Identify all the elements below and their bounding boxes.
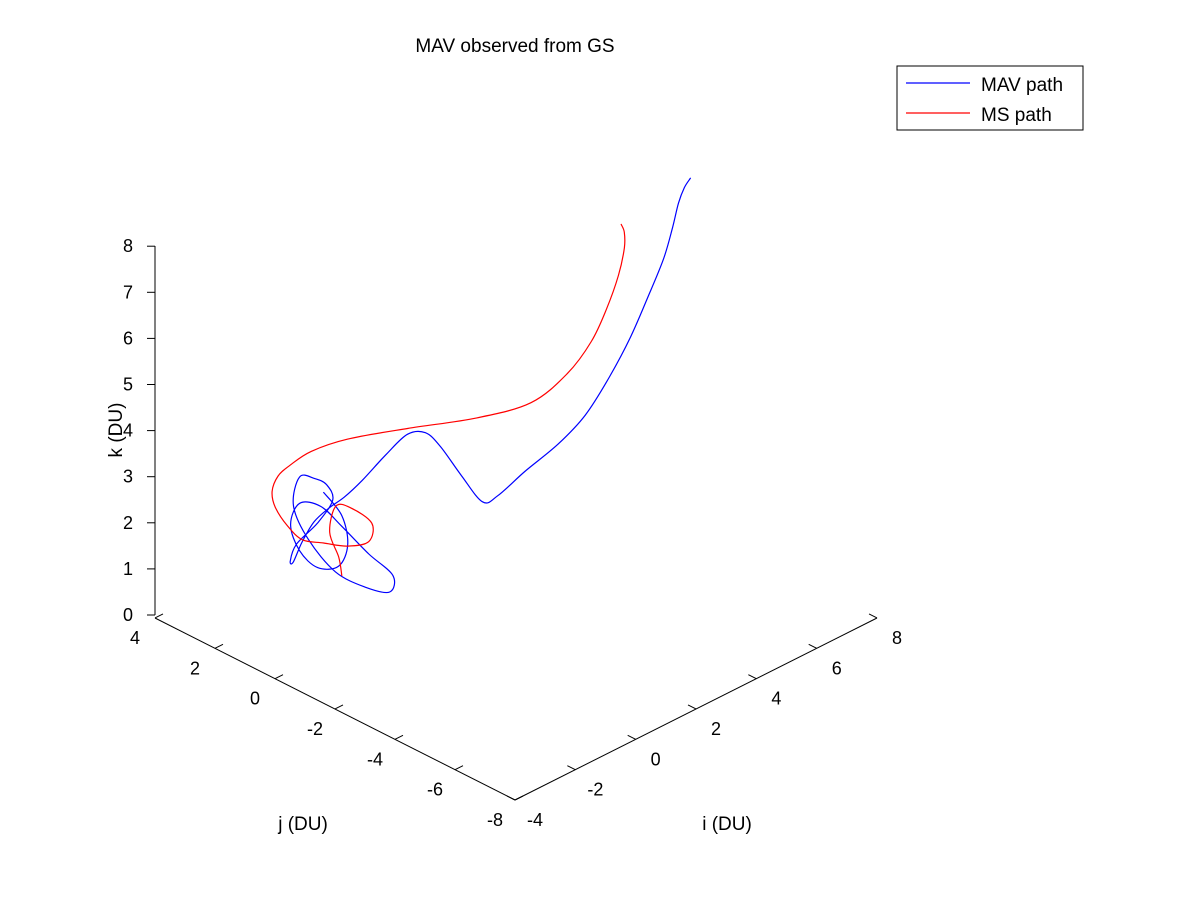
y-tick-mark — [214, 643, 224, 649]
x-tick-mark — [567, 765, 576, 771]
z-tick-label: 5 — [123, 375, 133, 395]
z-axis-label: k (DU) — [106, 403, 127, 458]
z-tick-label: 4 — [123, 421, 133, 441]
z-tick-label: 2 — [123, 513, 133, 533]
x-ticks: -4 -2 0 2 4 6 8 — [506, 613, 902, 830]
y-tick-label: -4 — [367, 749, 383, 769]
x-tick-label: 2 — [711, 719, 721, 739]
y-tick-mark — [394, 734, 404, 740]
x-tick-label: 0 — [651, 749, 661, 769]
y-tick-label: -2 — [307, 719, 323, 739]
z-tick-label: 8 — [123, 236, 133, 256]
y-tick-mark — [274, 674, 284, 680]
x-tick-mark — [687, 704, 697, 710]
legend: MAV path MS path — [896, 65, 1084, 131]
z-ticks: 0 1 2 3 4 5 6 7 8 — [123, 236, 155, 625]
x-tick-mark — [627, 734, 636, 740]
z-tick-label: 7 — [123, 282, 133, 302]
series-line-mav-path — [289, 177, 691, 594]
x-tick-label: 6 — [832, 658, 842, 678]
x-tick-mark — [808, 643, 817, 649]
x-tick-mark — [748, 674, 757, 680]
y-tick-mark — [154, 613, 164, 619]
x-axis-label: i (DU) — [702, 814, 752, 835]
x-tick-label: 8 — [892, 628, 902, 648]
y-tick-mark — [454, 765, 464, 771]
legend-box — [896, 65, 1084, 131]
x-tick-mark — [868, 613, 878, 619]
chart-title: MAV observed from GS — [415, 36, 614, 57]
legend-label-ms: MS path — [981, 105, 1052, 126]
y-tick-mark — [334, 704, 344, 710]
y-tick-label: -6 — [427, 780, 443, 800]
y-tick-label: 4 — [130, 628, 140, 648]
y-tick-mark — [514, 795, 524, 801]
z-tick-label: 3 — [123, 467, 133, 487]
y-ticks: 4 2 0 -2 -4 -6 -8 — [130, 613, 524, 830]
y-tick-label: -8 — [487, 810, 503, 830]
y-axis-label: j (DU) — [277, 814, 328, 835]
y-axis-line — [154, 617, 516, 801]
z-tick-label: 0 — [123, 605, 133, 625]
y-tick-label: 0 — [250, 689, 260, 709]
series-group — [271, 177, 691, 594]
y-tick-label: 2 — [190, 658, 200, 678]
x-tick-mark — [506, 795, 516, 801]
legend-label-mav: MAV path — [981, 75, 1063, 96]
z-tick-label: 6 — [123, 328, 133, 348]
x-tick-label: -2 — [587, 780, 603, 800]
series-line-ms-path — [271, 223, 626, 577]
x-tick-label: -4 — [527, 810, 543, 830]
z-tick-label: 1 — [123, 559, 133, 579]
x-tick-label: 4 — [771, 689, 781, 709]
axes: 0 1 2 3 4 5 6 7 8 4 2 0 -2 -4 -6 -8 -4 -2 0 2 4 6 8 — [123, 236, 902, 830]
